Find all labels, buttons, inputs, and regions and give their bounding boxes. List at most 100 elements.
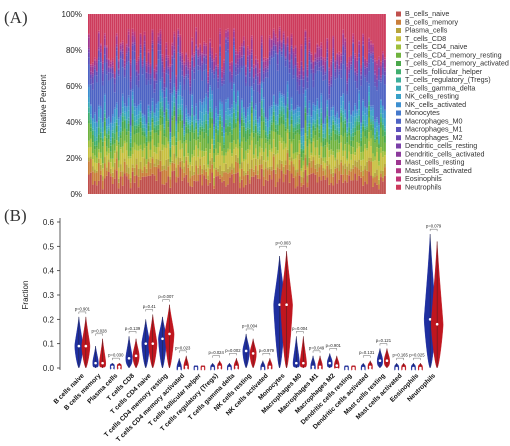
bar-segment xyxy=(227,14,229,29)
bar-segment xyxy=(370,51,372,54)
bar-segment xyxy=(141,59,144,62)
bar-segment xyxy=(211,70,214,73)
bar-segment xyxy=(175,91,178,94)
bar-segment xyxy=(149,125,152,131)
bar-segment xyxy=(294,65,297,68)
bar-segment xyxy=(113,73,116,78)
bar-segment xyxy=(215,155,217,168)
bar-segment xyxy=(362,56,364,63)
bar-segment xyxy=(304,40,307,43)
bar-segment xyxy=(360,171,363,178)
bar-segment xyxy=(356,75,359,81)
bar-segment xyxy=(260,58,263,62)
bar-segment xyxy=(300,65,303,75)
bar-segment xyxy=(380,104,382,109)
bar-segment xyxy=(127,95,130,98)
bar-segment xyxy=(380,80,382,83)
bar-segment xyxy=(139,149,142,162)
bar-segment xyxy=(131,60,134,90)
bar-segment xyxy=(378,148,380,162)
bar-segment xyxy=(221,69,223,72)
bar-segment xyxy=(360,126,363,130)
bar-segment xyxy=(290,59,293,97)
bar-segment xyxy=(88,123,90,141)
bar-segment xyxy=(227,125,229,127)
bar-segment xyxy=(372,127,374,136)
bar-segment xyxy=(334,157,337,161)
bar-segment xyxy=(157,32,160,36)
bar-segment xyxy=(167,114,170,118)
bar-segment xyxy=(97,142,100,150)
bar-segment xyxy=(292,52,295,65)
bar-segment xyxy=(356,118,359,122)
bar-segment xyxy=(167,121,170,128)
bar-segment xyxy=(264,65,267,68)
bar-segment xyxy=(372,46,374,52)
bar-segment xyxy=(237,90,239,92)
bar-segment xyxy=(282,14,285,32)
bar-segment xyxy=(252,137,255,155)
bar-segment xyxy=(290,116,293,120)
bar-segment xyxy=(294,176,297,189)
bar-segment xyxy=(294,127,297,131)
bar-segment xyxy=(282,182,285,194)
bar-segment xyxy=(201,168,204,174)
bar-segment xyxy=(97,50,100,58)
bar-segment xyxy=(113,14,116,71)
bar-segment xyxy=(89,71,92,75)
bar-segment xyxy=(153,69,156,72)
violin-shape xyxy=(81,316,91,369)
bar-segment xyxy=(332,107,335,111)
bar-segment xyxy=(197,55,200,57)
bar-segment xyxy=(338,151,341,165)
bar-segment xyxy=(121,96,124,102)
bar-segment xyxy=(173,135,176,146)
category-label: Macrophages M0 xyxy=(260,372,303,415)
bar-segment xyxy=(328,83,331,86)
bar-segment xyxy=(284,46,287,57)
bar-segment xyxy=(334,160,337,167)
bar-segment xyxy=(290,173,293,194)
bar-segment xyxy=(101,176,104,181)
bar-segment xyxy=(250,132,253,141)
bar-segment xyxy=(161,170,164,185)
bar-segment xyxy=(177,132,180,142)
bar-segment xyxy=(262,57,265,61)
bar-segment xyxy=(360,177,363,194)
bar-segment xyxy=(252,66,255,69)
bar-segment xyxy=(125,64,128,107)
bar-segment xyxy=(173,14,176,32)
bar-segment xyxy=(346,160,349,167)
bar-segment xyxy=(304,31,307,38)
bar-segment xyxy=(254,165,257,175)
bar-segment xyxy=(318,49,321,58)
violin-median xyxy=(385,359,389,363)
bar-segment xyxy=(109,78,112,122)
bar-segment xyxy=(312,125,315,131)
bar-segment xyxy=(139,36,142,45)
bar-segment xyxy=(350,159,353,169)
bar-segment xyxy=(278,43,281,47)
bar-segment xyxy=(161,89,164,93)
bar-segment xyxy=(121,101,124,108)
bar-segment xyxy=(185,74,188,77)
bar-segment xyxy=(284,118,287,122)
bar-segment xyxy=(358,146,361,160)
bar-segment xyxy=(157,44,160,51)
bar-segment xyxy=(274,169,277,174)
bar-segment xyxy=(240,168,243,180)
bar-segment xyxy=(235,104,237,111)
bar-segment xyxy=(107,67,110,70)
bar-segment xyxy=(187,57,190,60)
bar-segment xyxy=(129,150,132,157)
bar-segment xyxy=(193,171,196,175)
bar-segment xyxy=(342,150,345,157)
bar-segment xyxy=(223,127,225,129)
bar-segment xyxy=(344,144,347,151)
bar-segment xyxy=(191,105,194,108)
bar-segment xyxy=(219,56,221,100)
bar-segment xyxy=(250,96,253,101)
bar-segment xyxy=(384,59,386,60)
bar-segment xyxy=(312,173,315,194)
bar-segment xyxy=(308,128,311,140)
